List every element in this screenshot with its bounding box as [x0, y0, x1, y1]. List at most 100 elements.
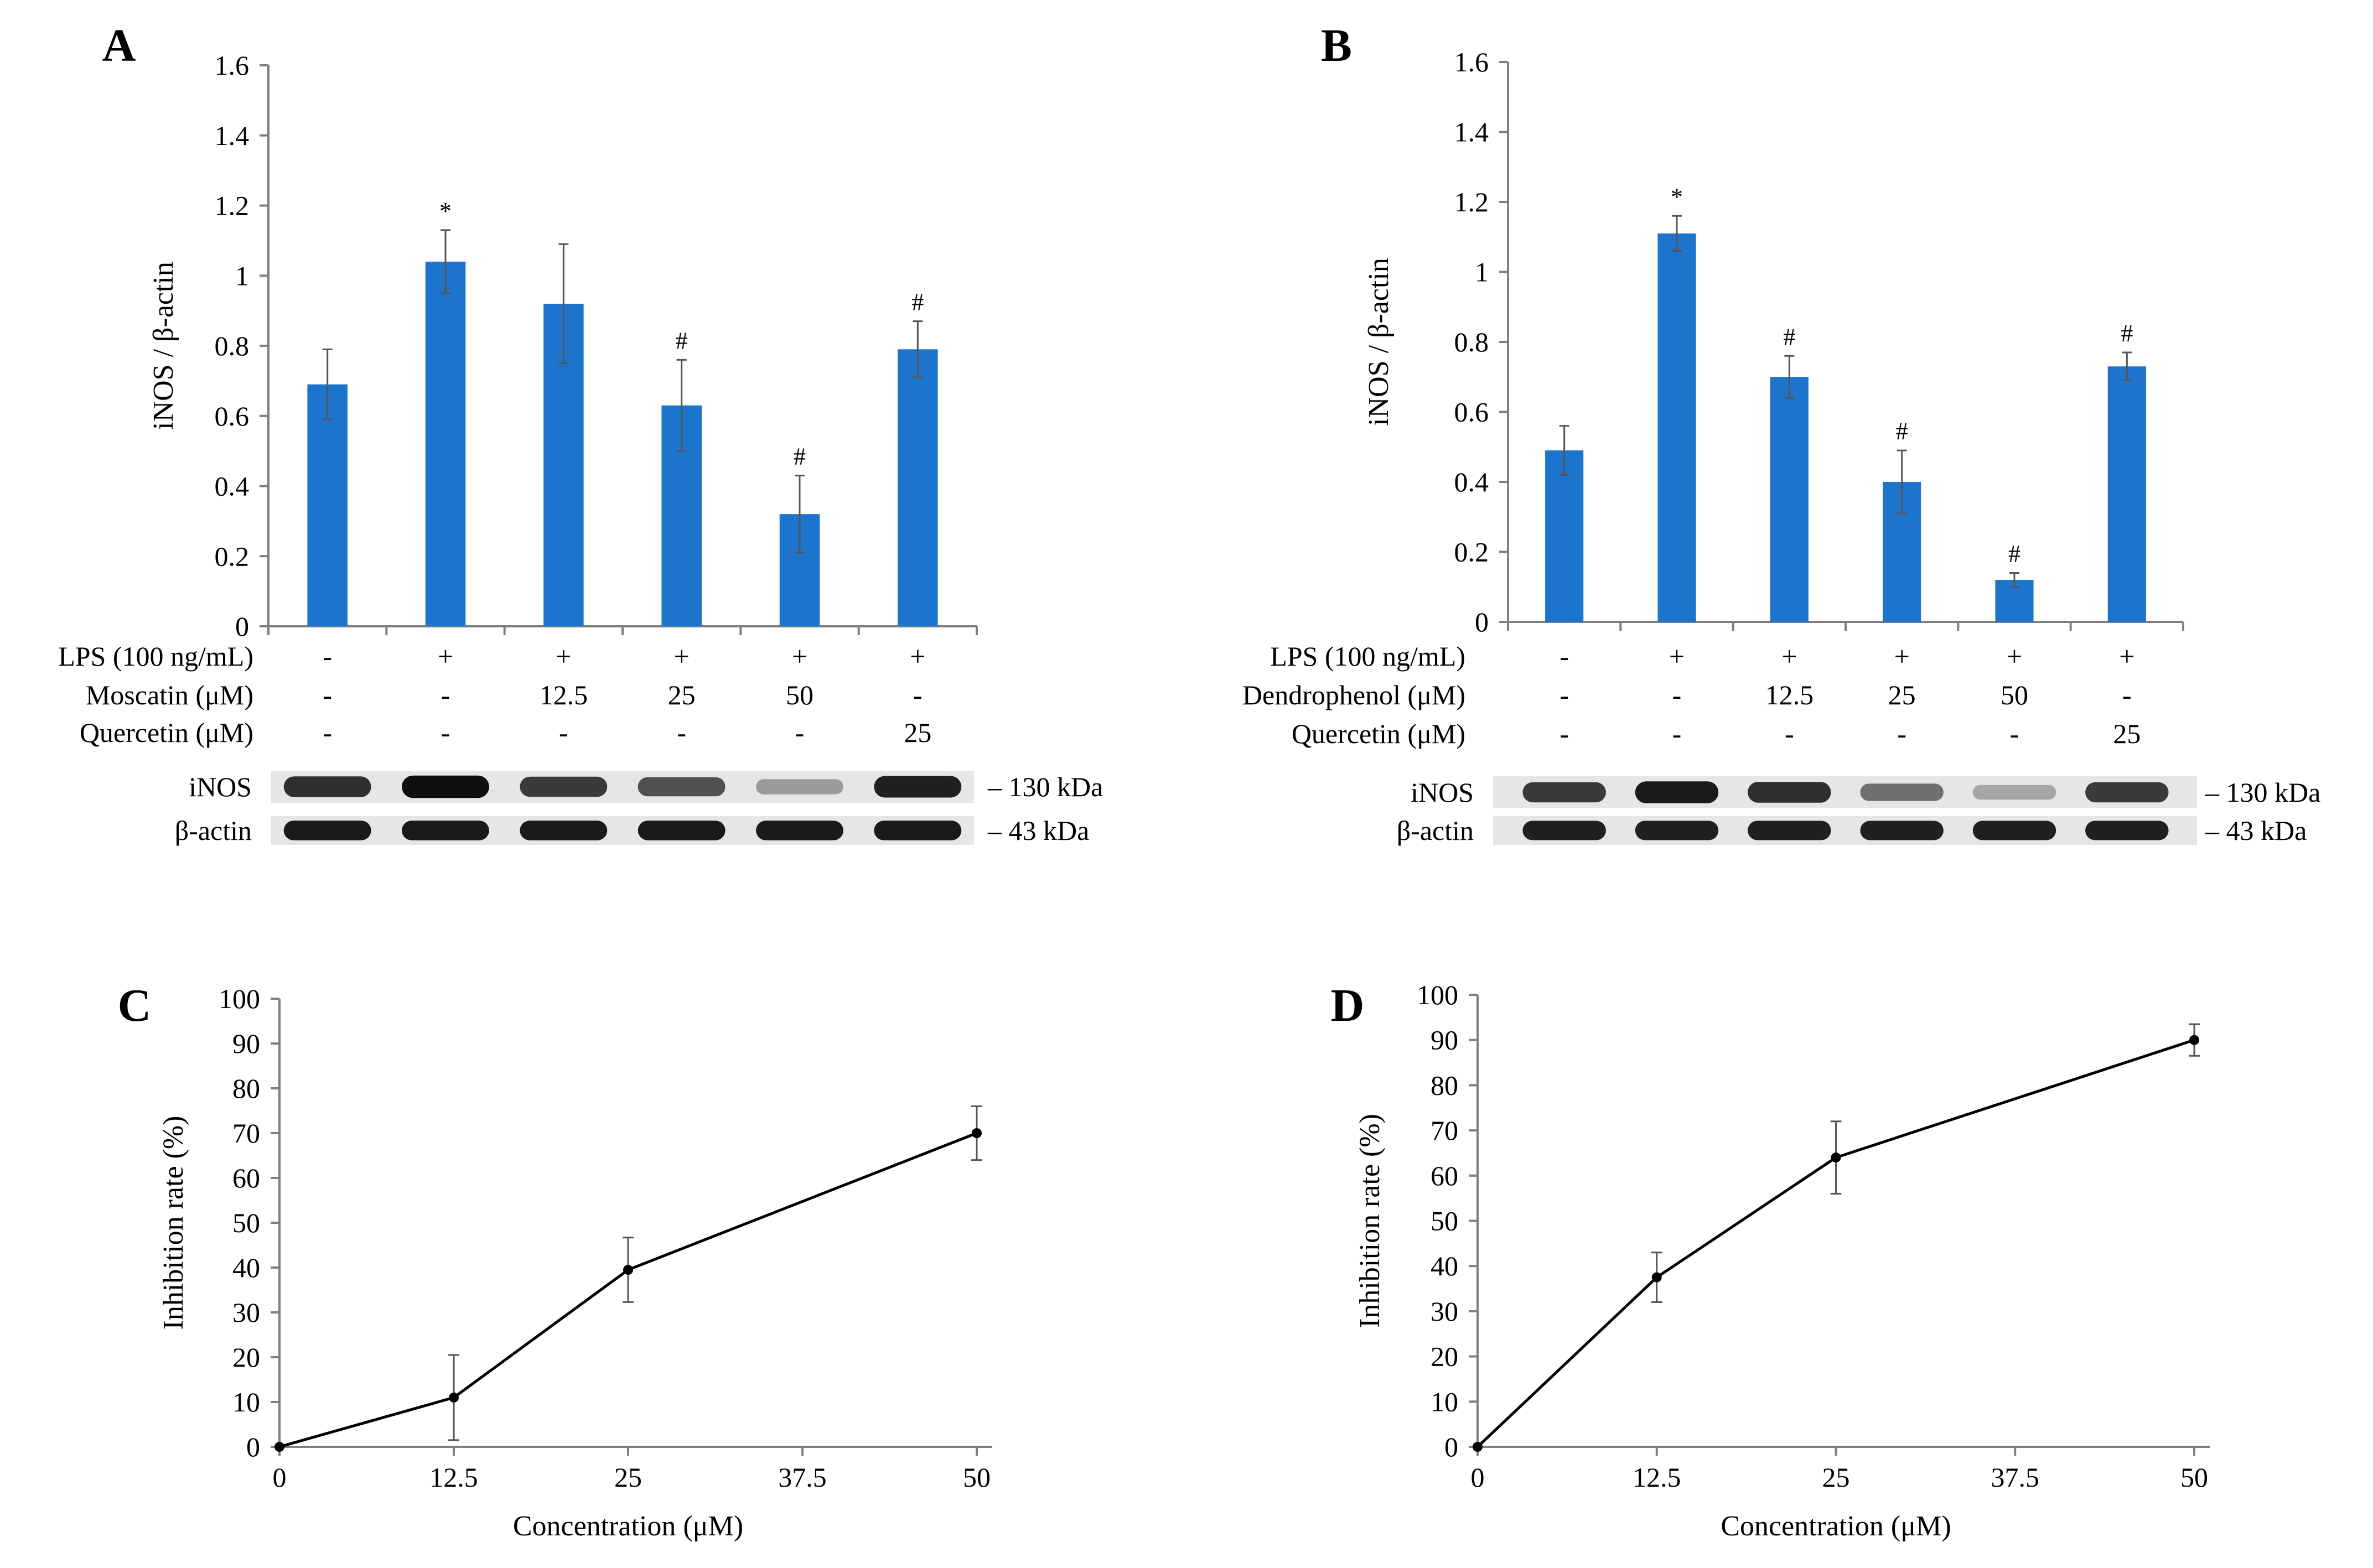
- panel-label: B: [1321, 20, 1352, 71]
- y-tick-label: 90: [1431, 1025, 1458, 1056]
- data-point: [274, 1442, 284, 1452]
- blot-strip: [1493, 816, 2197, 845]
- significance-marker: #: [794, 443, 806, 470]
- blot-band: [1748, 782, 1831, 803]
- y-axis-label: Inhibition rate (%): [1354, 1114, 1386, 1328]
- panel-label: D: [1331, 980, 1365, 1031]
- treatment-row-label: Quercetin (μM): [1292, 718, 1465, 749]
- panel-a: A 0 0.2 0.4 0.6 0.8 1 1.2 1.4 1.6 iNOS / β-actin * #…: [58, 20, 1103, 846]
- treatment-row-label: LPS (100 ng/mL): [1270, 641, 1465, 672]
- y-tick-label: 1.6: [1454, 46, 1489, 77]
- molecular-weight-label: – 43 kDa: [987, 815, 1089, 846]
- y-tick-label: 0: [235, 611, 249, 642]
- significance-marker: #: [2121, 320, 2133, 347]
- treatment-cell: +: [2119, 641, 2134, 672]
- y-axis-label: iNOS / β-actin: [148, 262, 179, 430]
- treatment-cell: 12.5: [1765, 679, 1814, 710]
- blot-row-label: iNOS: [1411, 777, 1474, 808]
- y-tick-label: 1.2: [1454, 186, 1489, 217]
- bar: [1657, 233, 1696, 622]
- panel-b: B 0 0.2 0.4 0.6 0.8 1 1.2 1.4 1.6 iNOS / β-actin * #…: [1242, 20, 2320, 846]
- y-tick-label: 1.2: [215, 190, 250, 221]
- blot-band: [1748, 821, 1831, 840]
- x-axis-label: Concentration (μM): [513, 1510, 743, 1542]
- treatment-cell: -: [2010, 718, 2019, 749]
- y-tick-label: 100: [219, 983, 260, 1014]
- x-tick-label: 37.5: [1991, 1462, 2040, 1493]
- blot-row-label: β-actin: [175, 815, 252, 846]
- blot-band: [1860, 783, 1944, 801]
- treatment-cell: -: [441, 679, 450, 710]
- blot-band: [1860, 821, 1944, 840]
- data-point: [1831, 1152, 1841, 1163]
- treatment-cell: 25: [904, 717, 931, 748]
- significance-marker: *: [1671, 183, 1683, 210]
- molecular-weight-label: – 130 kDa: [2205, 777, 2320, 808]
- treatment-cell: -: [441, 717, 450, 748]
- y-tick-label: 0.2: [1454, 537, 1489, 568]
- y-tick-label: 70: [232, 1118, 260, 1149]
- data-point: [623, 1265, 633, 1275]
- blot-band: [1972, 821, 2056, 840]
- bar: [307, 384, 348, 626]
- blot-band: [2085, 821, 2169, 840]
- blot-band: [402, 775, 489, 798]
- treatment-cell: -: [677, 717, 686, 748]
- y-tick-label: 0.6: [1454, 397, 1489, 428]
- treatment-cell: 25: [2113, 718, 2141, 749]
- y-tick-label: 20: [232, 1342, 260, 1373]
- x-tick-label: 0: [1471, 1462, 1485, 1493]
- y-tick-label: 60: [1431, 1160, 1458, 1191]
- y-tick-label: 30: [232, 1297, 260, 1328]
- treatment-cell: +: [674, 641, 690, 672]
- blot-band: [756, 779, 843, 795]
- panel-label: A: [102, 20, 136, 71]
- y-tick-label: 30: [1431, 1296, 1458, 1327]
- treatment-cell: +: [792, 641, 807, 672]
- panel-c: C 0 10 20 30 40 50 60 70 80 90 100 0 12.5 25 37.5 50 Inhi…: [118, 980, 992, 1542]
- treatment-cell: +: [1894, 641, 1910, 672]
- blot-band: [283, 821, 371, 840]
- bar: [1770, 377, 1809, 622]
- blot-row-label: iNOS: [189, 771, 252, 802]
- x-axis-label: Concentration (μM): [1721, 1510, 1951, 1542]
- blot-band: [638, 777, 726, 797]
- treatment-cell: -: [2122, 679, 2132, 710]
- y-tick-label: 0.8: [1454, 326, 1489, 357]
- x-tick-label: 50: [2180, 1462, 2208, 1493]
- significance-marker: #: [2008, 540, 2020, 567]
- blot-strip: [1493, 776, 2197, 808]
- series-line: [1476, 1039, 2195, 1448]
- y-tick-label: 0.8: [215, 330, 250, 361]
- treatment-cell: -: [1559, 641, 1569, 672]
- treatment-cell: +: [556, 641, 571, 672]
- blot-band: [402, 821, 489, 840]
- blot-row-label: β-actin: [1397, 815, 1474, 846]
- y-tick-label: 10: [232, 1387, 260, 1418]
- y-tick-label: 1.4: [215, 120, 250, 151]
- y-tick-label: 10: [1431, 1386, 1458, 1417]
- blot-strip: [271, 771, 974, 803]
- treatment-cell: 50: [2001, 679, 2028, 710]
- molecular-weight-label: – 43 kDa: [2205, 815, 2307, 846]
- significance-marker: #: [1896, 418, 1908, 445]
- significance-marker: *: [439, 198, 452, 225]
- treatment-cell: -: [1672, 718, 1682, 749]
- treatment-cell: -: [1785, 718, 1794, 749]
- y-tick-label: 20: [1431, 1341, 1458, 1372]
- treatment-cell: +: [910, 641, 925, 672]
- blot-band: [520, 821, 608, 840]
- treatment-cell: 25: [1888, 679, 1916, 710]
- y-tick-label: 90: [232, 1028, 260, 1059]
- bar: [425, 261, 466, 626]
- blot-band: [1972, 785, 2056, 800]
- bar: [2107, 366, 2146, 622]
- treatment-cell: -: [913, 679, 923, 710]
- treatment-cell: +: [1669, 641, 1685, 672]
- treatment-cell: -: [559, 717, 568, 748]
- y-tick-label: 0: [246, 1431, 260, 1462]
- data-point: [1473, 1442, 1483, 1452]
- treatment-row-label: Moscatin (μM): [86, 679, 253, 710]
- x-tick-label: 12.5: [429, 1462, 478, 1493]
